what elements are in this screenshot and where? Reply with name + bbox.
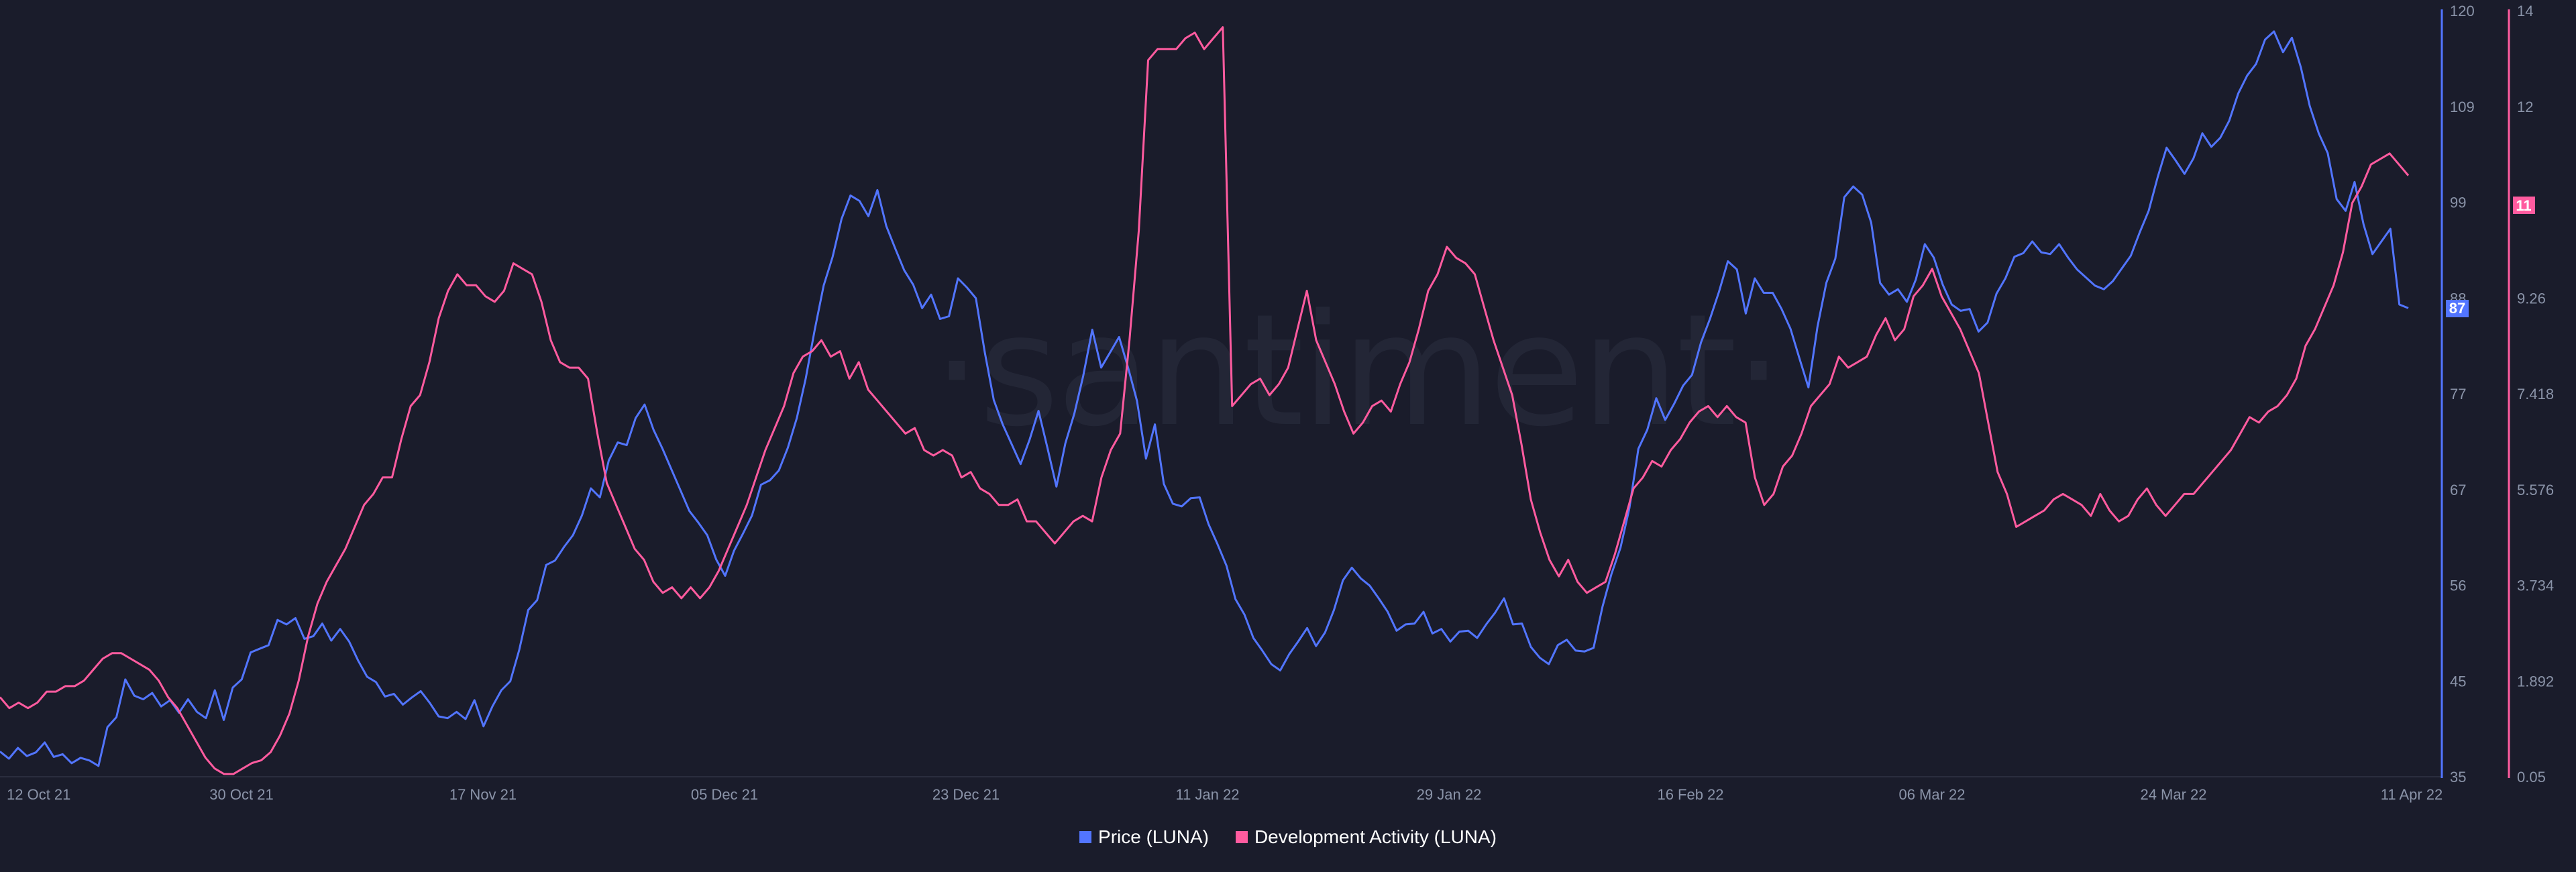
price-tick-label: 35 bbox=[2450, 769, 2466, 785]
legend-label-price: Price (LUNA) bbox=[1098, 826, 1209, 847]
price-tick-label: 77 bbox=[2450, 386, 2466, 402]
x-tick-label: 11 Apr 22 bbox=[2381, 786, 2443, 803]
price-tick-label: 67 bbox=[2450, 482, 2466, 498]
dev-tick-label: 3.734 bbox=[2517, 578, 2554, 594]
price-tick-label: 56 bbox=[2450, 578, 2466, 594]
dev-tick-label: 1.892 bbox=[2517, 673, 2554, 690]
dev-tick-label: 7.418 bbox=[2517, 386, 2554, 402]
price-current-badge: 87 bbox=[2446, 300, 2469, 317]
x-tick-label: 23 Dec 21 bbox=[932, 786, 1000, 803]
legend-label-dev-activity: Development Activity (LUNA) bbox=[1254, 826, 1497, 847]
x-axis: 12 Oct 21 30 Oct 21 17 Nov 21 05 Dec 21 23 D… bbox=[7, 786, 2443, 803]
price-series-line[interactable] bbox=[0, 30, 2409, 767]
x-tick-label: 06 Mar 22 bbox=[1898, 786, 1965, 803]
x-tick-label: 29 Jan 22 bbox=[1417, 786, 1482, 803]
x-tick-label: 12 Oct 21 bbox=[7, 786, 70, 803]
legend-item-price[interactable]: Price (LUNA) bbox=[1079, 826, 1209, 848]
dev-tick-label: 0.05 bbox=[2517, 769, 2546, 785]
x-tick-label: 17 Nov 21 bbox=[449, 786, 517, 803]
price-tick-label: 120 bbox=[2450, 3, 2475, 19]
svg-text:11: 11 bbox=[2516, 197, 2531, 214]
dev-tick-label: 12 bbox=[2517, 99, 2533, 115]
price-tick-label: 45 bbox=[2450, 673, 2466, 690]
dev-tick-label: 5.576 bbox=[2517, 482, 2554, 498]
legend: Price (LUNA) Development Activity (LUNA) bbox=[0, 826, 2576, 848]
price-tick-label: 99 bbox=[2450, 195, 2466, 211]
x-tick-label: 30 Oct 21 bbox=[209, 786, 273, 803]
dev-tick-label: 9.26 bbox=[2517, 290, 2546, 307]
dev-tick-label: 14 bbox=[2517, 3, 2533, 19]
x-tick-label: 11 Jan 22 bbox=[1175, 786, 1239, 803]
x-tick-label: 05 Dec 21 bbox=[691, 786, 758, 803]
x-tick-label: 24 Mar 22 bbox=[2140, 786, 2206, 803]
dev-axis-ticks: 14 12 11 9.26 7.418 5.576 3.734 1.892 0.05 bbox=[2517, 3, 2554, 785]
dev-current-badge: 11 bbox=[2513, 197, 2535, 214]
dev-activity-series-line[interactable] bbox=[0, 26, 2410, 775]
price-swatch-icon bbox=[1079, 831, 1092, 843]
dev-activity-swatch-icon bbox=[1235, 831, 1248, 843]
legend-item-dev-activity[interactable]: Development Activity (LUNA) bbox=[1235, 826, 1497, 848]
svg-text:87: 87 bbox=[2449, 300, 2465, 317]
x-tick-label: 16 Feb 22 bbox=[1657, 786, 1723, 803]
watermark: ·santiment· bbox=[932, 282, 1780, 461]
price-tick-label: 109 bbox=[2450, 99, 2475, 115]
